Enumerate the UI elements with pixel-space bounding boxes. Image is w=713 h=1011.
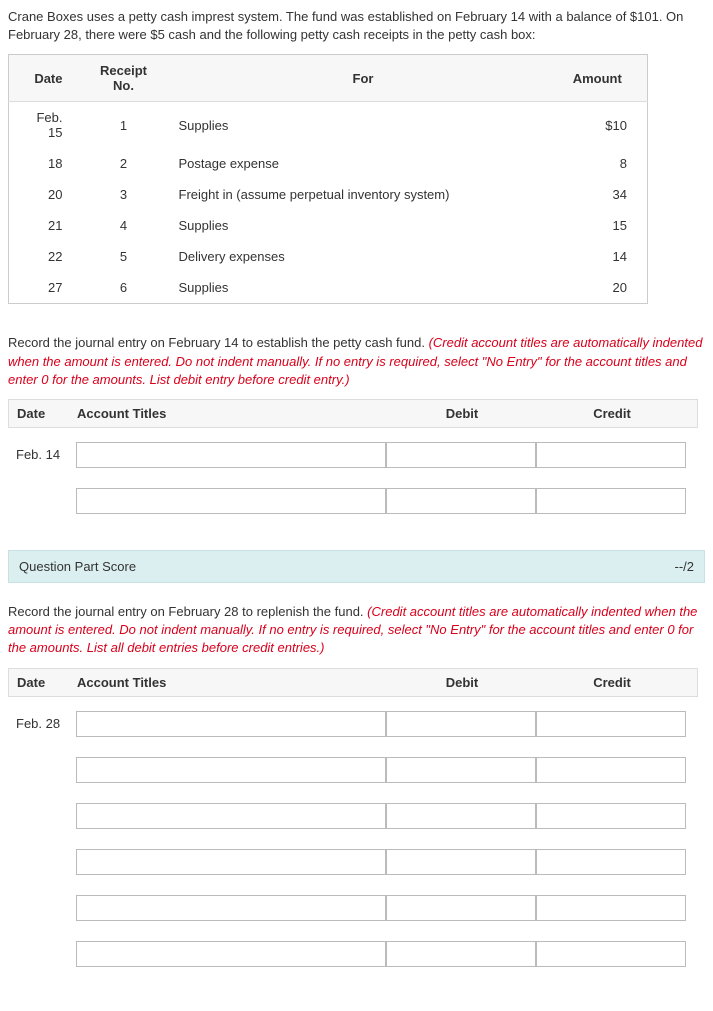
receipt-date: 18	[9, 148, 79, 179]
debit-input[interactable]	[386, 488, 536, 514]
intro-text: Crane Boxes uses a petty cash imprest sy…	[8, 8, 705, 44]
receipt-row: 276Supplies20	[9, 272, 648, 304]
receipt-no: 4	[79, 210, 169, 241]
credit-input[interactable]	[536, 849, 686, 875]
receipt-amount: 14	[558, 241, 648, 272]
journal-header-debit: Debit	[387, 675, 537, 690]
debit-input[interactable]	[386, 895, 536, 921]
receipt-for: Supplies	[169, 210, 558, 241]
journal-header-date: Date	[17, 675, 77, 690]
receipt-date: 20	[9, 179, 79, 210]
score-label: Question Part Score	[19, 559, 136, 574]
credit-input[interactable]	[536, 803, 686, 829]
journal-date: Feb. 14	[16, 447, 76, 462]
account-title-input[interactable]	[76, 442, 386, 468]
receipt-date: 27	[9, 272, 79, 304]
receipt-row: Feb. 151Supplies$10	[9, 102, 648, 149]
journal-row	[8, 935, 698, 973]
receipts-header-date: Date	[9, 55, 79, 102]
receipt-date: Feb. 15	[9, 102, 79, 149]
journal-header-date: Date	[17, 406, 77, 421]
debit-input[interactable]	[386, 711, 536, 737]
account-title-input[interactable]	[76, 711, 386, 737]
instruction-1-text: Record the journal entry on February 14 …	[8, 335, 429, 350]
account-title-input[interactable]	[76, 849, 386, 875]
journal-header-titles: Account Titles	[77, 406, 387, 421]
journal-date: Feb. 28	[16, 716, 76, 731]
instruction-1: Record the journal entry on February 14 …	[8, 334, 705, 389]
receipts-header-amount: Amount	[558, 55, 648, 102]
receipt-row: 214Supplies15	[9, 210, 648, 241]
receipt-no: 6	[79, 272, 169, 304]
receipts-table: Date Receipt No. For Amount Feb. 151Supp…	[8, 54, 648, 304]
receipt-amount: 8	[558, 148, 648, 179]
journal-header-titles: Account Titles	[77, 675, 387, 690]
credit-input[interactable]	[536, 895, 686, 921]
receipt-no: 2	[79, 148, 169, 179]
instruction-2-text: Record the journal entry on February 28 …	[8, 604, 367, 619]
journal-row	[8, 797, 698, 835]
score-bar: Question Part Score --/2	[8, 550, 705, 583]
receipt-amount: 15	[558, 210, 648, 241]
instruction-2: Record the journal entry on February 28 …	[8, 603, 705, 658]
receipt-for: Supplies	[169, 272, 558, 304]
journal-row	[8, 751, 698, 789]
account-title-input[interactable]	[76, 895, 386, 921]
debit-input[interactable]	[386, 442, 536, 468]
receipt-for: Freight in (assume perpetual inventory s…	[169, 179, 558, 210]
receipt-row: 203Freight in (assume perpetual inventor…	[9, 179, 648, 210]
journal-row	[8, 482, 698, 520]
journal-header-credit: Credit	[537, 675, 687, 690]
journal-row	[8, 843, 698, 881]
journal-row: Feb. 28	[8, 705, 698, 743]
receipt-row: 182Postage expense8	[9, 148, 648, 179]
credit-input[interactable]	[536, 757, 686, 783]
receipt-date: 22	[9, 241, 79, 272]
credit-input[interactable]	[536, 442, 686, 468]
receipts-header-for: For	[169, 55, 558, 102]
debit-input[interactable]	[386, 757, 536, 783]
debit-input[interactable]	[386, 941, 536, 967]
journal-row	[8, 889, 698, 927]
score-value: --/2	[675, 559, 695, 574]
account-title-input[interactable]	[76, 757, 386, 783]
receipt-row: 225Delivery expenses14	[9, 241, 648, 272]
journal-2: Date Account Titles Debit Credit Feb. 28	[8, 668, 698, 973]
journal-header-credit: Credit	[537, 406, 687, 421]
receipt-for: Postage expense	[169, 148, 558, 179]
receipts-header-receipt: Receipt No.	[79, 55, 169, 102]
credit-input[interactable]	[536, 488, 686, 514]
credit-input[interactable]	[536, 711, 686, 737]
receipt-date: 21	[9, 210, 79, 241]
receipt-for: Supplies	[169, 102, 558, 149]
journal-header-debit: Debit	[387, 406, 537, 421]
journal-row: Feb. 14	[8, 436, 698, 474]
receipt-amount: 20	[558, 272, 648, 304]
receipt-amount: 34	[558, 179, 648, 210]
receipt-amount: $10	[558, 102, 648, 149]
account-title-input[interactable]	[76, 941, 386, 967]
journal-1: Date Account Titles Debit Credit Feb. 14	[8, 399, 698, 520]
receipt-for: Delivery expenses	[169, 241, 558, 272]
account-title-input[interactable]	[76, 803, 386, 829]
debit-input[interactable]	[386, 803, 536, 829]
credit-input[interactable]	[536, 941, 686, 967]
debit-input[interactable]	[386, 849, 536, 875]
receipt-no: 5	[79, 241, 169, 272]
receipt-no: 1	[79, 102, 169, 149]
receipt-no: 3	[79, 179, 169, 210]
account-title-input[interactable]	[76, 488, 386, 514]
